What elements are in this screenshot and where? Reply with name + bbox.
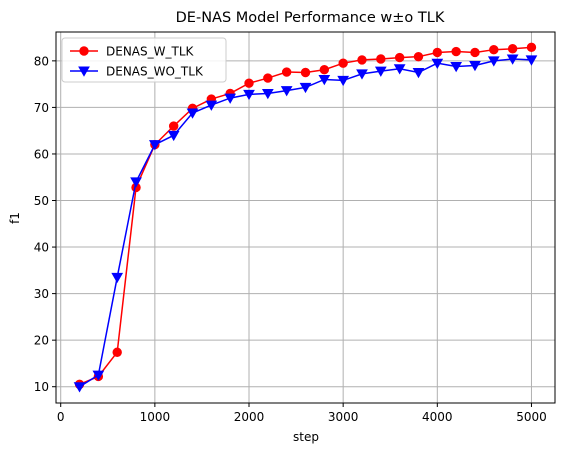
x-tick-label: 0 <box>57 410 65 424</box>
data-point <box>376 54 386 64</box>
data-point <box>168 121 179 131</box>
x-tick-label: 1000 <box>140 410 171 424</box>
data-point <box>338 58 348 68</box>
legend: DENAS_W_TLK DENAS_WO_TLK <box>61 37 227 83</box>
data-point <box>299 82 312 94</box>
legend-label: DENAS_WO_TLK <box>106 65 204 79</box>
grid <box>56 32 555 403</box>
data-point <box>357 55 367 65</box>
data-point <box>319 65 330 75</box>
x-tick-label: 2000 <box>234 410 265 424</box>
data-point <box>393 64 406 75</box>
data-point <box>432 47 443 58</box>
series-line <box>79 58 532 388</box>
data-point <box>526 42 537 53</box>
data-point <box>525 55 538 66</box>
data-point <box>112 347 122 357</box>
y-axis: 10 20 30 40 50 60 70 80 <box>34 54 56 394</box>
data-point <box>506 54 519 65</box>
y-tick-label: 40 <box>34 241 49 255</box>
legend-marker <box>79 46 89 56</box>
y-tick-label: 70 <box>34 101 49 115</box>
series-line <box>79 46 532 386</box>
legend-item: DENAS_WO_TLK <box>70 65 204 79</box>
data-point <box>451 46 461 57</box>
data-point <box>280 86 293 97</box>
chart-title: DE-NAS Model Performance w±o TLK <box>176 10 445 26</box>
data-point <box>413 51 424 62</box>
data-point <box>412 67 425 79</box>
y-tick-label: 20 <box>34 334 49 348</box>
data-point <box>73 382 86 393</box>
y-tick-label: 10 <box>34 380 49 394</box>
data-point <box>489 44 499 55</box>
data-point <box>281 67 292 77</box>
y-tick-label: 30 <box>34 287 49 301</box>
data-point <box>243 89 255 101</box>
x-axis-label: step <box>293 430 319 444</box>
data-point <box>186 108 199 119</box>
x-tick-label: 5000 <box>516 410 547 424</box>
data-point <box>111 272 124 284</box>
data-point <box>261 88 274 100</box>
data-point <box>337 75 350 87</box>
data-point <box>224 93 237 104</box>
data-point <box>92 370 105 381</box>
legend-label: DENAS_W_TLK <box>106 45 195 59</box>
y-tick-label: 60 <box>34 147 49 161</box>
x-axis: 0 1000 2000 3000 4000 5000 <box>57 403 547 424</box>
data-point <box>205 100 218 111</box>
data-point <box>374 66 387 77</box>
data-point <box>167 130 180 142</box>
series-denas-w-tlk <box>74 42 537 390</box>
data-point <box>263 73 273 83</box>
x-tick-label: 4000 <box>422 410 453 424</box>
data-point <box>470 47 480 58</box>
data-point <box>431 58 444 69</box>
legend-marker <box>78 66 90 77</box>
y-tick-label: 80 <box>34 54 49 68</box>
data-point <box>487 56 500 67</box>
data-point <box>394 52 405 63</box>
data-point <box>356 69 368 80</box>
legend-item: DENAS_W_TLK <box>70 45 195 59</box>
data-point <box>244 78 254 88</box>
y-tick-label: 50 <box>34 194 49 208</box>
x-tick-label: 3000 <box>328 410 359 424</box>
legend-box <box>61 37 227 83</box>
plot-frame <box>55 31 556 404</box>
data-point <box>300 67 311 78</box>
y-axis-label: f1 <box>8 212 22 224</box>
data-point <box>507 44 518 54</box>
data-point <box>130 177 142 188</box>
data-point <box>450 61 463 73</box>
data-point <box>469 61 481 72</box>
data-point <box>148 140 161 151</box>
series-denas-wo-tlk <box>73 54 538 393</box>
data-point <box>318 74 331 86</box>
series-layer <box>73 42 538 393</box>
